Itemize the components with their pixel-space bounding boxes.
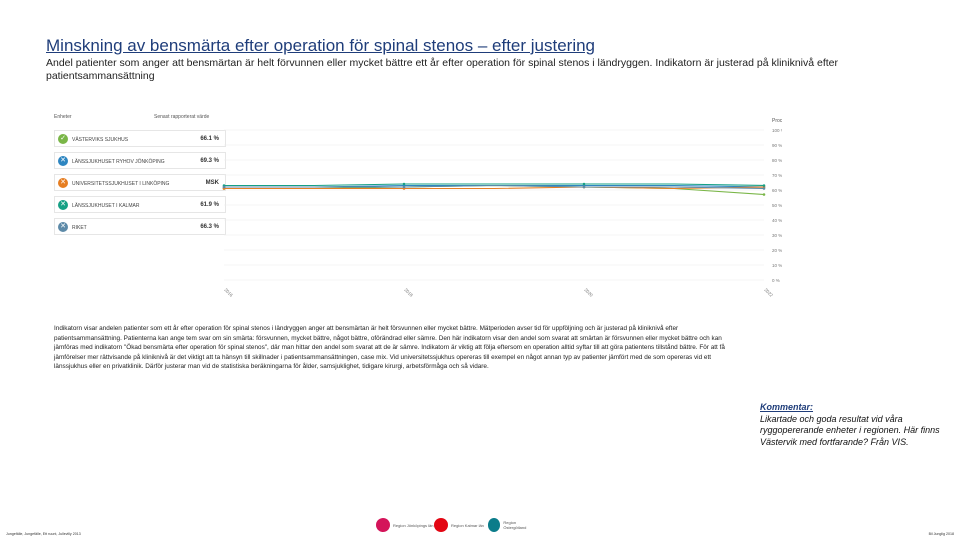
y-tick-label: 50 % xyxy=(772,203,782,208)
unit-name: RIKET xyxy=(72,225,87,231)
series-line xyxy=(224,186,765,190)
table-row[interactable]: ✕ RIKET 66.3 % xyxy=(54,218,226,235)
logo-label: Region Jönköpings län xyxy=(393,522,434,528)
data-point xyxy=(582,185,586,189)
x-tick-label: 2020 xyxy=(583,287,594,298)
data-point xyxy=(582,182,586,186)
y-tick-label: 0 % xyxy=(772,278,780,283)
data-point xyxy=(222,185,226,189)
column-header-unit: Enheter xyxy=(54,114,72,120)
x-tick-label: 2018 xyxy=(403,287,414,298)
footer-right-text: Bil Junglig 2018 xyxy=(928,532,954,536)
line-chart: Procent 100 % 90 % 80 % 70 % 60 % 50 % 40 % 30 %… xyxy=(190,110,782,300)
logo-label: Region Östergötland xyxy=(503,520,527,530)
unit-name: LÄNSSJUKHUSET I KALMAR xyxy=(72,203,140,209)
unit-value: 69.3 % xyxy=(200,158,219,164)
logo-region-jonkoping: Region Jönköpings län xyxy=(376,518,433,532)
logo-region-kalmar: Region Kalmar län xyxy=(434,518,484,532)
jonkoping-logo-icon xyxy=(376,518,390,532)
data-point xyxy=(762,193,766,196)
x-tick-label: 2022 xyxy=(763,287,774,298)
table-row[interactable]: ✕ LÄNSSJUKHUSET RYHOV JÖNKÖPING 69.3 % xyxy=(54,152,226,169)
unit-value: MSK xyxy=(205,180,219,186)
y-axis-label: Procent xyxy=(772,118,782,124)
unit-value: 66.3 % xyxy=(200,224,219,230)
data-point xyxy=(402,182,406,186)
close-icon[interactable]: ✕ xyxy=(58,200,68,210)
line-chart-svg: Procent 100 % 90 % 80 % 70 % 60 % 50 % 40 % 30 %… xyxy=(222,118,782,298)
data-point xyxy=(402,185,406,189)
series-line xyxy=(224,184,765,190)
y-tick-label: 100 % xyxy=(772,128,782,133)
footer-source: Jungefälle, Jungefälle, Ett ruunt, Julle… xyxy=(6,532,81,536)
data-point xyxy=(762,184,766,187)
close-icon[interactable]: ✕ xyxy=(58,156,68,166)
y-tick-label: 80 % xyxy=(772,158,782,163)
region-logos: Region Jönköpings län Region Kalmar län … xyxy=(376,516,536,540)
table-row[interactable]: ✕ LÄNSSJUKHUSET I KALMAR 61.9 % xyxy=(54,196,226,213)
data-point xyxy=(762,187,766,190)
indicator-description: Indikatorn visar andelen patienter som e… xyxy=(54,325,725,371)
y-tick-label: 40 % xyxy=(772,218,782,223)
y-tick-label: 20 % xyxy=(772,248,782,253)
column-header-value: Senast rapporterat värde xyxy=(154,114,210,120)
check-icon[interactable]: ✓ xyxy=(58,134,68,144)
logo-region-ostergotland: Region Östergötland xyxy=(488,518,536,532)
y-tick-label: 30 % xyxy=(772,233,782,238)
page-subtitle: Andel patienter som anger att bensmärtan… xyxy=(46,57,839,82)
y-tick-label: 70 % xyxy=(772,173,782,178)
ostergotland-logo-icon xyxy=(488,518,501,532)
logo-label: Region Kalmar län xyxy=(451,522,484,528)
close-icon[interactable]: ✕ xyxy=(58,178,68,188)
kalmar-logo-icon xyxy=(434,518,448,532)
y-tick-label: 60 % xyxy=(772,188,782,193)
series-line xyxy=(224,183,765,187)
unit-value: 61.9 % xyxy=(200,202,219,208)
y-tick-label: 90 % xyxy=(772,143,782,148)
page-title: Minskning av bensmärta efter operation f… xyxy=(46,36,596,55)
unit-name: VÄSTERVIKS SJUKHUS xyxy=(72,137,129,143)
x-tick-label: 2016 xyxy=(223,287,234,298)
y-tick-label: 10 % xyxy=(772,263,782,268)
comment-text: Likartade och goda resultat vid våra ryg… xyxy=(760,413,940,447)
unit-name: UNIVERSITETSSJUKHUSET I LINKÖPING xyxy=(72,181,170,187)
close-icon[interactable]: ✕ xyxy=(58,222,68,232)
unit-value: 66.1 % xyxy=(200,136,219,142)
unit-name: LÄNSSJUKHUSET RYHOV JÖNKÖPING xyxy=(72,159,165,165)
table-row[interactable]: ✓ VÄSTERVIKS SJUKHUS 66.1 % xyxy=(54,130,226,147)
comment-box: Kommentar: Likartade och goda resultat v… xyxy=(760,402,950,448)
table-row[interactable]: ✕ UNIVERSITETSSJUKHUSET I LINKÖPING MSK xyxy=(54,174,226,191)
comment-heading: Kommentar: xyxy=(760,402,814,412)
